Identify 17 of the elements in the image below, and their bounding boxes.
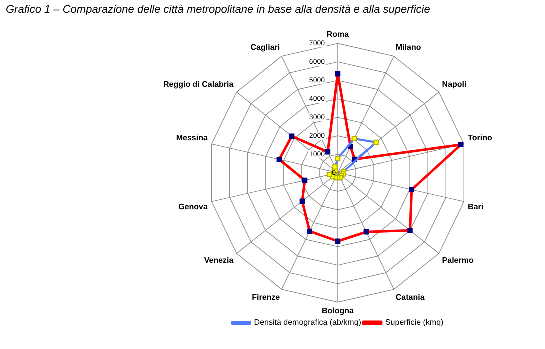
spoke-label: Torino <box>468 134 492 143</box>
spoke-label: Firenze <box>252 293 281 302</box>
spoke-label: Genova <box>178 202 208 212</box>
chart-title: Grafico 1 – Comparazione delle città metropolitane in base alla densità e alla superficie <box>6 4 430 16</box>
spoke-label: Roma <box>326 30 350 40</box>
spoke-label: Milano <box>396 43 422 52</box>
spoke-label: Venezia <box>204 256 234 266</box>
spoke-label: Bari <box>468 202 484 212</box>
legend-label: Densità demografica (ab/kmq) <box>254 318 362 328</box>
spoke-label: Messina <box>176 134 208 143</box>
spoke-label: Reggio di Calabria <box>163 80 234 90</box>
legend-label: Superficie (kmq) <box>385 318 444 328</box>
spoke-label: Palermo <box>442 256 474 266</box>
spoke-label: Napoli <box>442 80 467 90</box>
spoke-label: Cagliari <box>250 43 280 52</box>
spoke-label: Catania <box>396 293 426 302</box>
spoke-label: Bologna <box>322 306 355 316</box>
